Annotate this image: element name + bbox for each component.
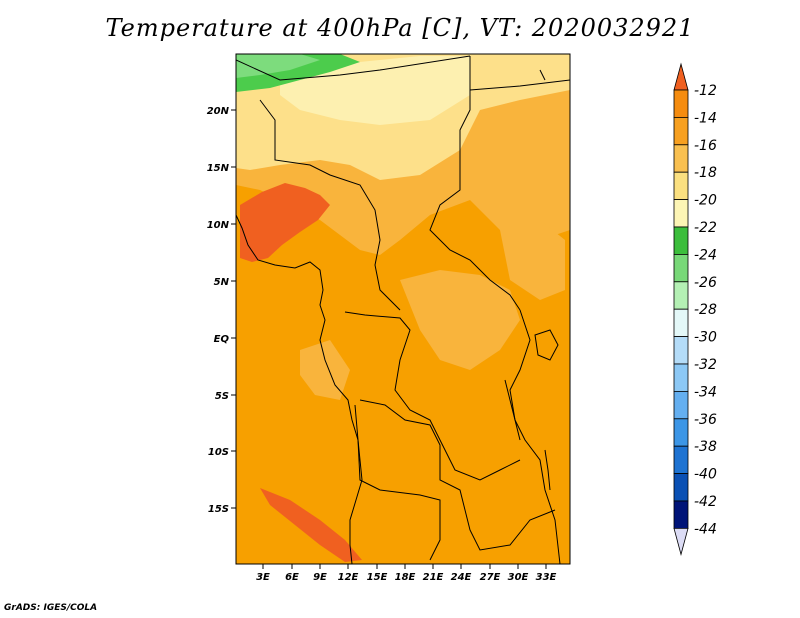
colorbar-box xyxy=(673,117,689,146)
colorbar-box xyxy=(673,171,689,200)
colorbar-box xyxy=(673,144,689,173)
y-tick-label: 5S xyxy=(215,391,229,402)
colorbar-box xyxy=(673,226,689,255)
x-tick-label: 24E xyxy=(451,572,472,583)
colorbar-box xyxy=(673,281,689,310)
colorbar-label: -40 xyxy=(694,467,717,483)
field-light-orange-west xyxy=(300,340,350,400)
colorbar-label: -26 xyxy=(694,275,717,291)
border-central xyxy=(344,311,521,481)
colorbar-label: -38 xyxy=(694,439,717,455)
colorbar-label: -18 xyxy=(694,165,717,181)
coastline-west-africa xyxy=(236,214,363,564)
x-tick-label: 33E xyxy=(536,572,557,583)
y-tick-label: 5N xyxy=(214,277,230,288)
x-tick-label: 18E xyxy=(395,572,416,583)
colorbar-label: -34 xyxy=(694,384,717,400)
lake-victoria xyxy=(534,329,559,361)
field-paler-yellow xyxy=(280,56,470,125)
colorbar-label: -36 xyxy=(694,412,717,428)
temperature-field xyxy=(236,54,570,564)
border-sahel xyxy=(259,99,401,311)
lake-malawi xyxy=(544,449,551,491)
colorbar-box xyxy=(673,418,689,447)
y-tick-label: 15S xyxy=(208,504,229,515)
colorbar-box xyxy=(673,336,689,365)
colorbar-label: -14 xyxy=(694,110,717,126)
y-tick-label: 20N xyxy=(207,106,230,117)
y-tick-label: 10N xyxy=(207,220,230,231)
colorbar-label: -20 xyxy=(694,193,717,209)
colorbar-label: -42 xyxy=(694,494,717,510)
border-east xyxy=(509,309,561,564)
x-tick-label: 3E xyxy=(256,572,270,583)
colorbar-bottom-triangle xyxy=(673,528,689,556)
colorbar-box xyxy=(673,445,689,475)
field-light-green xyxy=(236,54,320,78)
colorbar-top-triangle xyxy=(673,62,689,91)
x-tick-label: 30E xyxy=(508,572,529,583)
colorbar-label: -44 xyxy=(694,521,717,537)
colorbar-box xyxy=(673,308,689,338)
colorbar-label: -28 xyxy=(694,302,717,318)
credit-text: GrADS: IGES/COLA xyxy=(4,603,98,613)
colorbar-box xyxy=(673,473,689,502)
colorbar-label: -12 xyxy=(694,83,717,99)
borders xyxy=(236,55,570,564)
field-warm-west-africa xyxy=(240,183,330,262)
chart-title: Temperature at 400hPa [C], VT: 202003292… xyxy=(105,14,695,42)
border-angola xyxy=(354,404,441,561)
colorbar-box xyxy=(673,199,689,228)
lake-tanganyika xyxy=(504,379,521,441)
colorbar-box xyxy=(673,500,689,529)
colorbar-box xyxy=(673,390,689,420)
border-horn xyxy=(469,69,570,91)
colorbar-box xyxy=(673,363,689,392)
y-tick-label: 15N xyxy=(207,163,230,174)
colorbar-label: -30 xyxy=(694,330,717,346)
colorbar-box xyxy=(673,253,689,283)
colorbar-box xyxy=(673,89,689,118)
x-tick-label: 21E xyxy=(423,572,444,583)
y-tick-label: 10S xyxy=(208,447,229,458)
colorbar-label: -32 xyxy=(694,357,717,373)
border-south xyxy=(359,399,556,551)
field-warm-southwest xyxy=(260,488,362,562)
x-tick-label: 9E xyxy=(313,572,327,583)
x-tick-label: 15E xyxy=(367,572,388,583)
colorbar-label: -22 xyxy=(694,220,717,236)
x-tick-label: 27E xyxy=(480,572,501,583)
x-axis: 3E 6E 9E 12E 15E 18E 21E 24E 27E 30E 33E xyxy=(256,564,557,583)
colorbar-label: -24 xyxy=(694,247,717,263)
y-tick-label: EQ xyxy=(214,334,230,345)
field-light-orange-central xyxy=(400,270,520,370)
colorbar: -12 -14 -16 -18 -20 -22 -24 -26 -28 -30 -32 -34 -36 -… xyxy=(673,62,717,556)
map-frame xyxy=(235,53,571,565)
y-axis: 20N 15N 10N 5N EQ 5S 10S 15S xyxy=(207,106,236,515)
x-tick-label: 6E xyxy=(285,572,299,583)
x-tick-label: 12E xyxy=(338,572,359,583)
field-light-orange-east xyxy=(500,220,565,300)
border-north xyxy=(236,55,521,311)
colorbar-label: -16 xyxy=(694,138,717,154)
